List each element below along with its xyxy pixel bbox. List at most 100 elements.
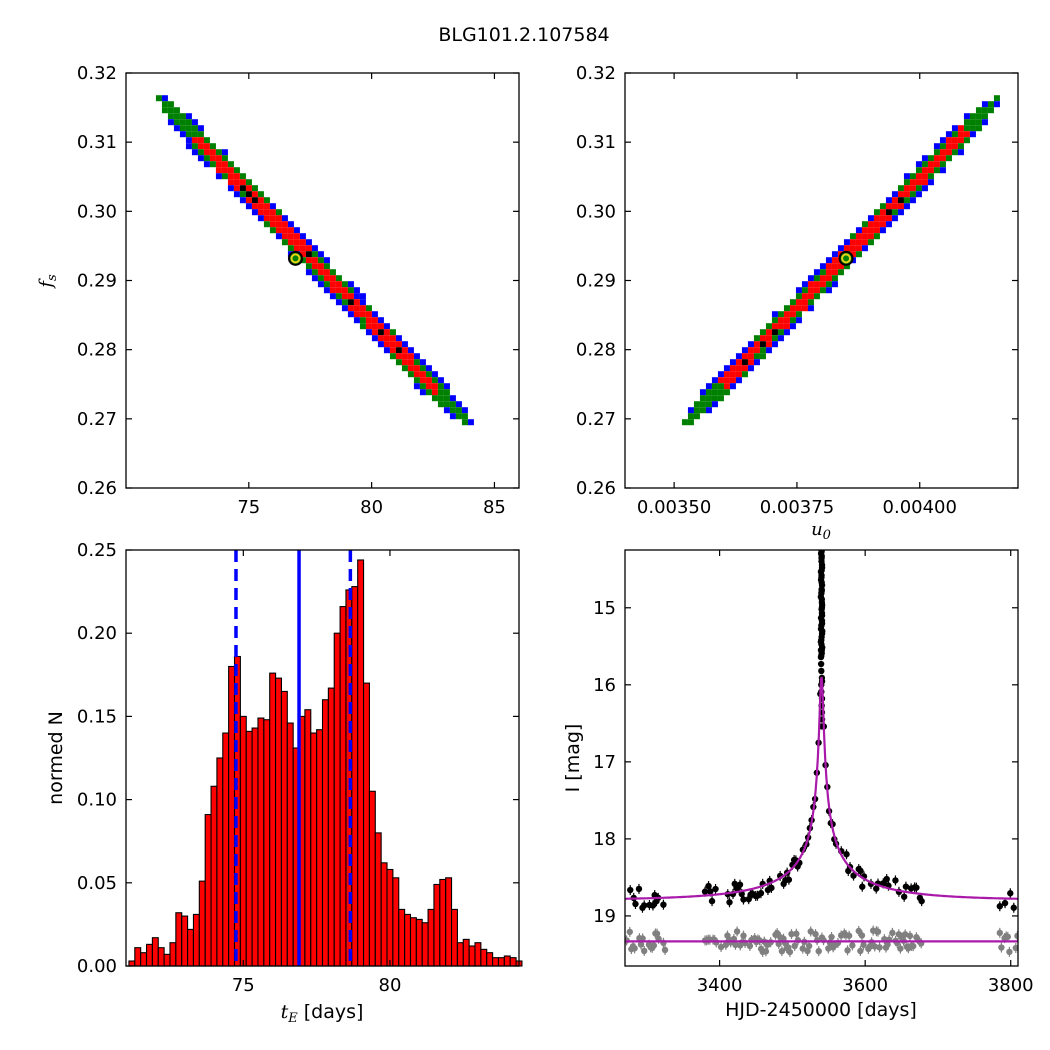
heatmap-cell-red [921, 179, 928, 186]
best-fit-marker-ring [841, 253, 852, 264]
histogram-bar [304, 709, 312, 967]
heatmap-cell-red [341, 293, 348, 300]
heatmap-cell-green [687, 413, 694, 420]
heatmap-cell-blue [227, 185, 234, 192]
heatmap-cell-blue [891, 215, 898, 222]
heatmap-cell-blue [233, 191, 240, 198]
x-tick-label: 0.00375 [760, 497, 834, 518]
data-point-gray [860, 941, 867, 949]
heatmap-cell-green [813, 293, 820, 300]
heatmap-cell-blue [203, 161, 210, 168]
panel-lightcurve: 3400 3600 3800 15 16 17 18 19 I [mag] HJD-24500… [562, 549, 1034, 1021]
heatmap-cell-red [419, 377, 426, 384]
heatmap-cell-red [873, 215, 880, 222]
data-point-gray [746, 942, 754, 950]
heatmap-cell-blue [185, 137, 192, 144]
data-point-gray [855, 927, 862, 935]
heatmap-cell-green [269, 227, 276, 234]
heatmap-cell-red [395, 353, 402, 360]
histogram-bar [286, 722, 294, 967]
data-point-black [918, 897, 925, 905]
heatmap-cell-green [843, 263, 850, 270]
heatmap-cell-green [903, 197, 910, 204]
data-point-black [817, 660, 825, 668]
y-tick-label: 0.26 [576, 478, 616, 499]
heatmap-cell-red [783, 317, 790, 324]
heatmap-cell-blue [383, 347, 390, 354]
data-point-black [900, 893, 908, 900]
heatmap-cell-green [257, 191, 264, 198]
heatmap-cell-blue [855, 227, 862, 234]
heatmap-cell-green [963, 137, 970, 144]
heatmap-cell-green [197, 149, 204, 156]
heatmap-cell-red [203, 149, 210, 156]
heatmap-cell-red [825, 269, 832, 276]
heatmap-cell-blue [771, 341, 778, 348]
heatmap-cell-green [699, 395, 706, 402]
heatmap-cell-blue [299, 233, 306, 240]
x-tick-label: 80 [379, 975, 402, 996]
histogram-bar [181, 915, 189, 967]
histogram-bar [187, 928, 195, 967]
data-point-black [757, 889, 765, 897]
histogram-bar [421, 922, 429, 967]
heatmap-cell-green [245, 179, 252, 186]
heatmap-cell-blue [425, 365, 432, 372]
heatmap-cell-blue [413, 383, 420, 390]
heatmap-cell-red [395, 341, 402, 348]
heatmap-cell-green [275, 209, 282, 216]
data-point-gray [910, 942, 917, 950]
heatmap-cell-green [915, 185, 922, 192]
data-point-gray [913, 934, 920, 941]
heatmap-cell-red [915, 173, 922, 180]
heatmap-cell-blue [903, 173, 910, 180]
heatmap-cell-red [939, 149, 946, 156]
heatmap-cell-green [425, 371, 432, 378]
heatmap-cell-black [305, 251, 312, 258]
heatmap-cell-blue [317, 251, 324, 258]
heatmap-cell-red [927, 161, 934, 168]
heatmap-cell-red [795, 305, 802, 312]
heatmap-cell-blue [951, 125, 958, 132]
heatmap-cell-green [191, 143, 198, 150]
heatmap-cell-blue [777, 335, 784, 342]
heatmap-cell-blue [831, 251, 838, 258]
heatmap-cell-green [891, 209, 898, 216]
heatmap-cell-green [221, 173, 228, 180]
data-point-black [627, 886, 634, 894]
data-point-gray [874, 928, 882, 935]
heatmap-cell-green [167, 101, 174, 108]
heatmap-cell-green [975, 107, 982, 114]
heatmap-cell-blue [825, 287, 832, 294]
heatmap-cell-red [269, 215, 276, 222]
heatmap-cell-red [843, 245, 850, 252]
axis-ticks: 0.00350 0.00375 0.00400 0.26 0.27 0.28 0.29 0.3… [576, 63, 1018, 518]
heatmap-cell-blue [711, 377, 718, 384]
heatmap-cell-red [909, 179, 916, 186]
heatmap-cell-blue [191, 149, 198, 156]
heatmap-cell-red [299, 239, 306, 246]
heatmap-cell-blue [353, 287, 360, 294]
heatmap-cell-green [975, 119, 982, 126]
histogram-bar [404, 913, 412, 967]
heatmap-cell-green [419, 383, 426, 390]
x-tick-label: 3400 [697, 975, 743, 996]
heatmap-cell-red [227, 179, 234, 186]
data-point-black [843, 851, 850, 858]
heatmap-cell-green [455, 407, 462, 414]
heatmap-cell-black [239, 185, 246, 192]
heatmap-cell-red [855, 245, 862, 252]
heatmap-cell-red [903, 185, 910, 192]
heatmap-cell-red [401, 353, 408, 360]
data-point-gray [639, 935, 646, 942]
heatmap-cell-red [771, 323, 778, 330]
heatmap-cell-blue [311, 245, 318, 252]
heatmap-cell-red [789, 305, 796, 312]
heatmap-cell-red [957, 137, 964, 144]
heatmap-cell-blue [245, 203, 252, 210]
heatmap-cell-red [257, 197, 264, 204]
heatmap-cell-red [215, 167, 222, 174]
y-tick-label: 19 [593, 906, 616, 927]
histogram-bar [151, 937, 159, 967]
heatmap-cell-black [885, 209, 892, 216]
